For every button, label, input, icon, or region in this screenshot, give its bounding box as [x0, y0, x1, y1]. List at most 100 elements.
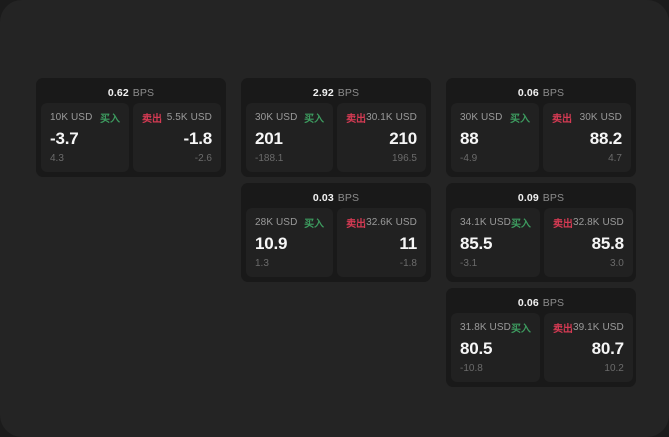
sell-panel[interactable]: 卖出 32.8K USD 85.8 3.0 — [543, 208, 633, 277]
bps-value: 0.06 — [517, 297, 539, 309]
price-value: 88.2 — [589, 128, 622, 148]
buy-panel[interactable]: 34.1K USD 买入 85.5 -3.1 — [451, 208, 540, 277]
order-size-label: 30.1K USD — [366, 111, 417, 123]
order-size-label: 32.8K USD — [572, 216, 624, 228]
card-header: 0.06 BPS — [451, 83, 631, 103]
card-body: 10K USD 买入 -3.7 4.3 卖出 5.5K USD -1.8 -2.6 — [41, 103, 221, 172]
column-3: 0.06 BPS 30K USD 买入 88 -4.9 卖出 30K USD 88.2 4.7 0.… — [446, 78, 636, 387]
delta-value: -4.9 — [460, 153, 478, 164]
panel-header-row: 34.1K USD 买入 — [460, 216, 531, 230]
price-value: 80.7 — [591, 338, 624, 358]
panel-header-row: 卖出 30K USD — [552, 111, 622, 125]
buy-tag: 买入 — [510, 323, 531, 335]
bps-unit-label: BPS — [132, 87, 155, 99]
buy-panel[interactable]: 28K USD 买入 10.9 1.3 — [246, 208, 334, 277]
sell-panel[interactable]: 卖出 39.1K USD 80.7 10.2 — [543, 313, 633, 382]
price-value: 210 — [389, 128, 417, 148]
quote-card[interactable]: 0.06 BPS 31.8K USD 买入 80.5 -10.8 卖出 39.1K USD 80… — [446, 288, 636, 387]
buy-panel[interactable]: 10K USD 买入 -3.7 4.3 — [41, 103, 129, 172]
order-size-label: 32.6K USD — [366, 216, 417, 228]
delta-value: 10.2 — [604, 363, 624, 374]
sell-panel[interactable]: 卖出 32.6K USD 11 -1.8 — [337, 208, 426, 277]
order-size-label: 30K USD — [579, 111, 622, 123]
price-value: 85.5 — [460, 233, 493, 253]
sell-panel[interactable]: 卖出 30.1K USD 210 196.5 — [337, 103, 426, 172]
bps-unit-label: BPS — [337, 87, 360, 99]
panel-header-row: 10K USD 买入 — [50, 111, 120, 125]
card-body: 28K USD 买入 10.9 1.3 卖出 32.6K USD 11 -1.8 — [246, 208, 426, 277]
price-value: 88 — [460, 128, 479, 148]
card-header: 0.03 BPS — [246, 188, 426, 208]
panel-header-row: 卖出 39.1K USD — [553, 321, 624, 335]
delta-value: 196.5 — [391, 153, 417, 164]
price-value: 11 — [399, 233, 417, 253]
panel-header-row: 28K USD 买入 — [255, 216, 325, 230]
card-header: 0.06 BPS — [451, 293, 631, 313]
delta-value: 1.3 — [255, 258, 269, 269]
delta-value: -10.8 — [460, 363, 483, 374]
price-value: -1.8 — [183, 128, 213, 148]
buy-tag: 买入 — [304, 218, 325, 230]
sell-panel[interactable]: 卖出 5.5K USD -1.8 -2.6 — [133, 103, 221, 172]
bps-unit-label: BPS — [337, 192, 360, 204]
card-body: 34.1K USD 买入 85.5 -3.1 卖出 32.8K USD 85.8 3.0 — [451, 208, 633, 277]
sell-tag: 卖出 — [552, 218, 573, 230]
bps-value: 0.62 — [107, 87, 129, 99]
delta-value: 3.0 — [609, 258, 624, 269]
order-size-label: 5.5K USD — [166, 111, 212, 123]
order-size-label: 34.1K USD — [460, 216, 511, 228]
quote-card[interactable]: 0.09 BPS 34.1K USD 买入 85.5 -3.1 卖出 32.8K USD 85.… — [446, 183, 636, 282]
panel-header-row: 卖出 5.5K USD — [142, 111, 212, 125]
sell-tag: 卖出 — [346, 218, 367, 230]
quote-card[interactable]: 0.03 BPS 28K USD 买入 10.9 1.3 卖出 32.6K USD 11 -1.8 — [241, 183, 431, 282]
sell-tag: 卖出 — [142, 113, 162, 125]
quote-card[interactable]: 0.62 BPS 10K USD 买入 -3.7 4.3 卖出 5.5K USD -1.8 -2.… — [36, 78, 226, 177]
bps-unit-label: BPS — [542, 192, 565, 204]
card-body: 31.8K USD 买入 80.5 -10.8 卖出 39.1K USD 80.7 10.2 — [451, 313, 633, 382]
delta-value: -1.8 — [399, 258, 417, 269]
order-size-label: 30K USD — [255, 111, 298, 123]
quote-card[interactable]: 2.92 BPS 30K USD 买入 201 -188.1 卖出 30.1K USD 210 1… — [241, 78, 431, 177]
quote-board: 0.62 BPS 10K USD 买入 -3.7 4.3 卖出 5.5K USD -1.8 -2.… — [36, 78, 636, 387]
order-size-label: 10K USD — [50, 111, 93, 123]
delta-value: -2.6 — [194, 153, 212, 164]
delta-value: -188.1 — [255, 153, 284, 164]
delta-value: 4.3 — [50, 153, 64, 164]
card-header: 0.62 BPS — [41, 83, 221, 103]
panel-header-row: 卖出 32.8K USD — [552, 216, 624, 230]
buy-tag: 买入 — [510, 113, 530, 125]
buy-tag: 买入 — [100, 113, 120, 125]
order-size-label: 30K USD — [460, 111, 503, 123]
buy-panel[interactable]: 30K USD 买入 88 -4.9 — [451, 103, 539, 172]
card-body: 30K USD 买入 201 -188.1 卖出 30.1K USD 210 196.5 — [246, 103, 426, 172]
price-value: -3.7 — [50, 128, 79, 148]
panel-header-row: 30K USD 买入 — [255, 111, 324, 125]
sell-panel[interactable]: 卖出 30K USD 88.2 4.7 — [543, 103, 631, 172]
bps-value: 0.09 — [517, 192, 539, 204]
bps-unit-label: BPS — [542, 297, 565, 309]
card-body: 30K USD 买入 88 -4.9 卖出 30K USD 88.2 4.7 — [451, 103, 631, 172]
sell-tag: 卖出 — [552, 113, 572, 125]
price-value: 201 — [255, 128, 283, 148]
price-value: 10.9 — [255, 233, 288, 253]
sell-tag: 卖出 — [346, 113, 367, 125]
card-header: 2.92 BPS — [246, 83, 426, 103]
quote-card[interactable]: 0.06 BPS 30K USD 买入 88 -4.9 卖出 30K USD 88.2 4.7 — [446, 78, 636, 177]
bps-unit-label: BPS — [542, 87, 565, 99]
panel-header-row: 卖出 30.1K USD — [346, 111, 417, 125]
panel-header-row: 卖出 32.6K USD — [346, 216, 417, 230]
buy-tag: 买入 — [510, 218, 531, 230]
bps-value: 2.92 — [312, 87, 334, 99]
buy-panel[interactable]: 31.8K USD 买入 80.5 -10.8 — [451, 313, 540, 382]
column-2: 2.92 BPS 30K USD 买入 201 -188.1 卖出 30.1K USD 210 1… — [241, 78, 431, 282]
column-1: 0.62 BPS 10K USD 买入 -3.7 4.3 卖出 5.5K USD -1.8 -2.… — [36, 78, 226, 177]
card-header: 0.09 BPS — [451, 188, 631, 208]
panel-header-row: 31.8K USD 买入 — [460, 321, 531, 335]
buy-panel[interactable]: 30K USD 买入 201 -188.1 — [246, 103, 334, 172]
order-size-label: 28K USD — [255, 216, 298, 228]
delta-value: 4.7 — [608, 153, 622, 164]
delta-value: -3.1 — [460, 258, 478, 269]
bps-value: 0.06 — [517, 87, 539, 99]
order-size-label: 31.8K USD — [460, 321, 511, 333]
